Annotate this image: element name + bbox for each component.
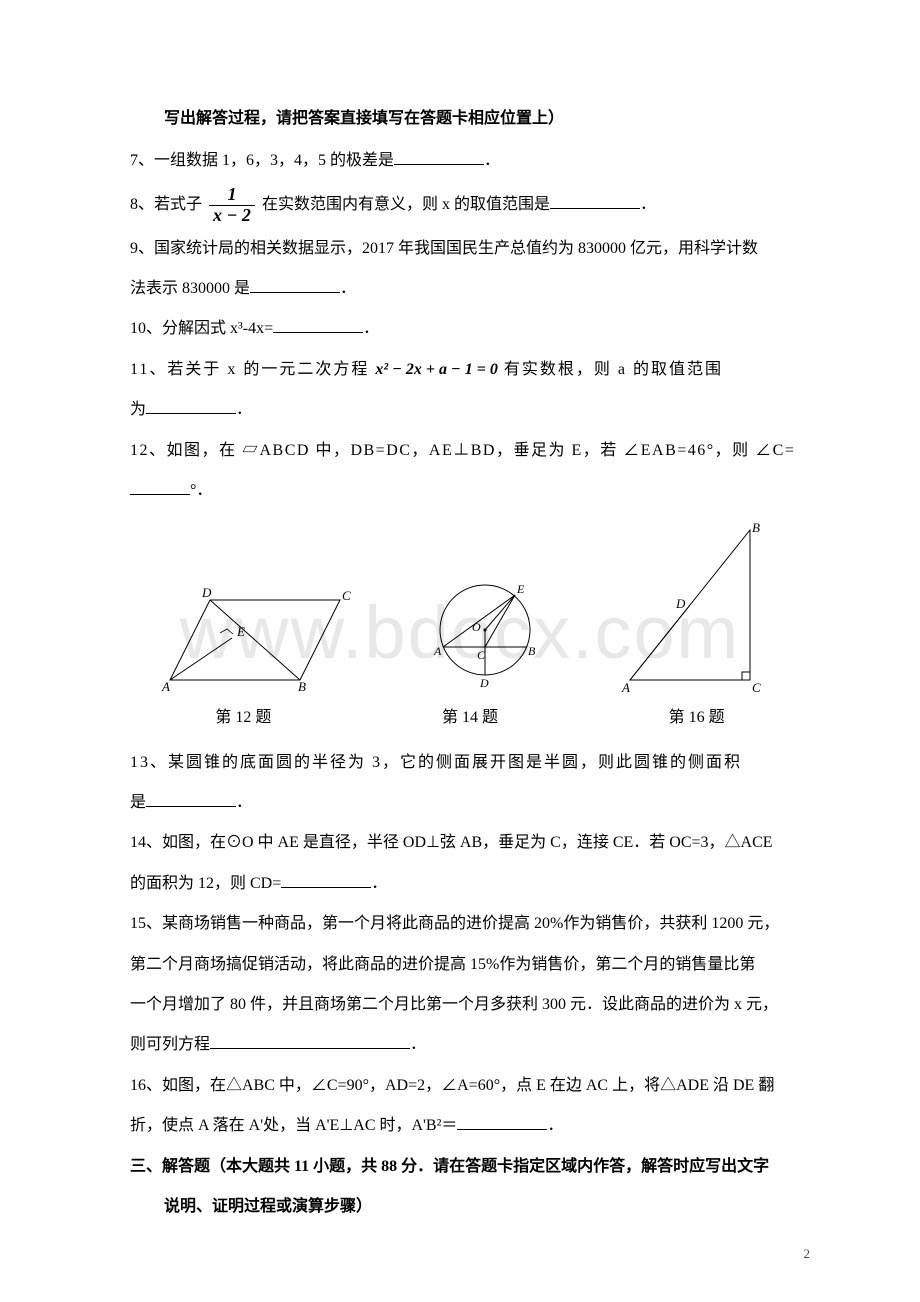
- label-E: E: [236, 624, 245, 639]
- section-3-header: 三、解答题（本大题共 11 小题，共 88 分．请在答题卡指定区域内作答，解答时…: [130, 1148, 810, 1186]
- q13-l2b: ．: [236, 794, 252, 811]
- section-header: 写出解答过程，请把答案直接填写在答题卡相应位置上）: [164, 100, 810, 138]
- question-16a: 16、如图，在△ABC 中，∠C=90°，AD=2，∠A=60°，点 E 在边 …: [130, 1067, 810, 1105]
- figure-12-parallelogram: A B C D E: [160, 585, 360, 695]
- question-12b: °．: [130, 472, 810, 510]
- question-15c: 一个月增加了 80 件，并且商场第二个月比第一个月多获利 300 元．设此商品的…: [130, 986, 810, 1024]
- blank: [130, 479, 190, 495]
- label-B: B: [298, 679, 306, 694]
- question-15b: 第二个月商场搞促销活动，将此商品的进价提高 15%作为销售价，第二个月的销售量比…: [130, 946, 810, 984]
- caption-12: 第 12 题: [215, 699, 271, 737]
- q11-mid: 有实数根，则 a 的取值范围: [498, 361, 723, 378]
- label-B: B: [752, 520, 760, 535]
- question-13b: 是．: [130, 784, 810, 822]
- question-8: 8、若式子 1 x − 2 在实数范围内有意义，则 x 的取值范围是 ．: [130, 183, 810, 228]
- section-3-header2: 说明、证明过程或演算步骤）: [164, 1188, 810, 1226]
- q15-l1: 15、某商场销售一种商品，第一个月将此商品的进价提高 20%作为销售价，共获利 …: [130, 915, 779, 932]
- q12-l2: °．: [190, 482, 212, 499]
- q15-l4b: ．: [410, 1036, 426, 1053]
- label-B: B: [528, 644, 536, 658]
- q13-l2a: 是: [130, 794, 146, 811]
- q12-l1: 12、如图，在 ▱ABCD 中，DB=DC，AE⊥BD，垂足为 E，若 ∠EAB…: [130, 442, 795, 459]
- label-A: A: [161, 679, 170, 694]
- q11-l2b: ．: [236, 401, 252, 418]
- label-D: D: [201, 585, 212, 600]
- caption-row: 第 12 题 第 14 题 第 16 题: [130, 699, 810, 737]
- label-A: A: [621, 680, 630, 695]
- figure-row: A B C D E A B C D E: [130, 520, 810, 695]
- blank: [146, 791, 236, 807]
- s3-l2: 说明、证明过程或演算步骤）: [164, 1198, 372, 1215]
- q9-l2b: ．: [340, 280, 356, 297]
- caption-14: 第 14 题: [442, 699, 498, 737]
- q16-l1: 16、如图，在△ABC 中，∠C=90°，AD=2，∠A=60°，点 E 在边 …: [130, 1077, 774, 1094]
- figure-14-circle: A B C D E O: [420, 575, 560, 695]
- question-11b: 为．: [130, 391, 810, 429]
- q11-l2a: 为: [130, 401, 146, 418]
- label-D: D: [479, 676, 489, 690]
- q8-prefix: 8、若式子: [130, 196, 202, 213]
- question-10: 10、分解因式 x³-4x= ．: [130, 310, 810, 348]
- q16-l2a: 折，使点 A 落在 A'处，当 A'E⊥AC 时，A'B²＝: [130, 1117, 457, 1134]
- question-14: 14、如图，在⊙O 中 AE 是直径，半径 OD⊥弦 AB，垂足为 C，连接 C…: [130, 824, 810, 862]
- label-C: C: [477, 648, 486, 662]
- question-7: 7、一组数据 1，6，3，4，5 的极差是 ．: [130, 142, 810, 180]
- blank: [550, 193, 640, 209]
- question-11: 11、若关于 x 的一元二次方程 x² − 2x + a − 1 = 0 有实数…: [130, 351, 810, 389]
- q7-text: 7、一组数据 1，6，3，4，5 的极差是: [130, 152, 394, 169]
- question-15d: 则可列方程 ．: [130, 1026, 810, 1064]
- question-9: 9、国家统计局的相关数据显示，2017 年我国国民生产总值约为 830000 亿…: [130, 230, 810, 268]
- label-C: C: [752, 680, 761, 695]
- blank: [394, 149, 484, 165]
- blank: [210, 1033, 410, 1049]
- q14-l2b: ．: [371, 875, 387, 892]
- q10-prefix: 10、分解因式 x³-4x=: [130, 320, 273, 337]
- q14-l2a: 的面积为 12，则 CD=: [130, 875, 281, 892]
- q9-l2a: 法表示 830000 是: [130, 280, 250, 297]
- q9-l1: 9、国家统计局的相关数据显示，2017 年我国国民生产总值约为 830000 亿…: [130, 240, 758, 257]
- blank: [273, 317, 363, 333]
- label-C: C: [342, 588, 351, 603]
- q11-prefix: 11、若关于 x 的一元二次方程: [130, 361, 375, 378]
- q14-l1: 14、如图，在⊙O 中 AE 是直径，半径 OD⊥弦 AB，垂足为 C，连接 C…: [130, 834, 773, 851]
- q11-eq: x² − 2x + a − 1 = 0: [375, 361, 497, 378]
- fraction: 1 x − 2: [209, 185, 255, 226]
- q15-l2: 第二个月商场搞促销活动，将此商品的进价提高 15%作为销售价，第二个月的销售量比…: [130, 956, 755, 973]
- label-D: D: [675, 596, 686, 611]
- label-O: O: [472, 620, 481, 634]
- question-13: 13、某圆锥的底面圆的半径为 3，它的侧面展开图是半圆，则此圆锥的侧面积: [130, 744, 810, 782]
- caption-16: 第 16 题: [669, 699, 725, 737]
- question-16b: 折，使点 A 落在 A'处，当 A'E⊥AC 时，A'B²＝ ．: [130, 1107, 810, 1145]
- q7-suffix: ．: [484, 152, 500, 169]
- question-15a: 15、某商场销售一种商品，第一个月将此商品的进价提高 20%作为销售价，共获利 …: [130, 905, 810, 943]
- fraction-denominator: x − 2: [209, 206, 255, 226]
- blank: [457, 1114, 547, 1130]
- q10-suffix: ．: [363, 320, 379, 337]
- q16-l2b: ．: [547, 1117, 563, 1134]
- figure-16-triangle: A C B D: [620, 520, 780, 695]
- label-A: A: [433, 644, 442, 658]
- q15-l4a: 则可列方程: [130, 1036, 210, 1053]
- q8-suffix: ．: [640, 196, 656, 213]
- question-9b: 法表示 830000 是 ．: [130, 270, 810, 308]
- blank: [250, 277, 340, 293]
- blank: [281, 872, 371, 888]
- question-12: 12、如图，在 ▱ABCD 中，DB=DC，AE⊥BD，垂足为 E，若 ∠EAB…: [130, 432, 810, 470]
- blank: [146, 398, 236, 414]
- label-E: E: [516, 582, 525, 596]
- question-14b: 的面积为 12，则 CD= ．: [130, 865, 810, 903]
- q15-l3: 一个月增加了 80 件，并且商场第二个月比第一个月多获利 300 元．设此商品的…: [130, 996, 778, 1013]
- q13-l1: 13、某圆锥的底面圆的半径为 3，它的侧面展开图是半圆，则此圆锥的侧面积: [130, 754, 742, 771]
- fraction-numerator: 1: [209, 185, 255, 206]
- s3-l1: 三、解答题（本大题共 11 小题，共 88 分．请在答题卡指定区域内作答，解答时…: [130, 1158, 769, 1175]
- q8-mid: 在实数范围内有意义，则 x 的取值范围是: [262, 196, 550, 213]
